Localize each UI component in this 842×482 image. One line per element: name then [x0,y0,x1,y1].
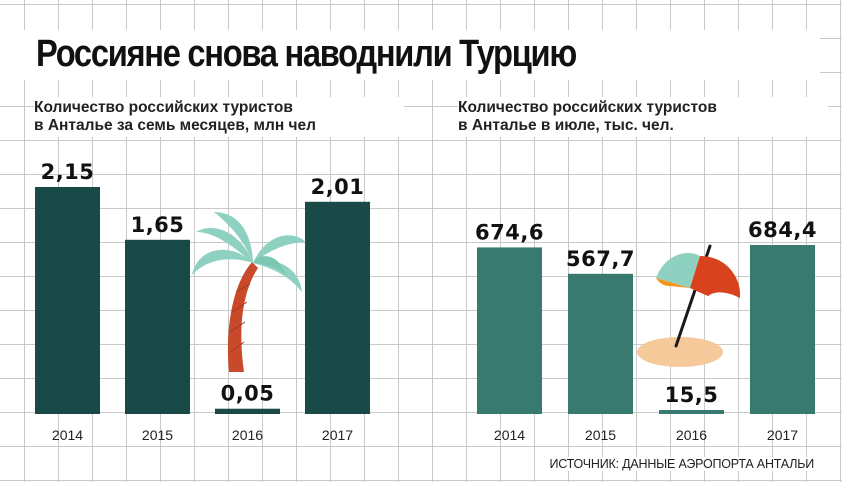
left-category-label-2017: 2017 [322,427,353,443]
left-category-label-2015: 2015 [142,427,173,443]
right-value-label-2017: 684,4 [748,218,817,242]
left-value-label-2017: 2,01 [311,175,365,199]
beach-umbrella-icon [637,246,740,367]
left-value-label-2014: 2,15 [41,160,95,184]
left-bar-2017 [305,202,370,414]
left-category-label-2014: 2014 [52,427,83,443]
left-bar-2014 [35,187,100,414]
left-value-label-2015: 1,65 [131,213,185,237]
left-bar-2015 [125,240,190,414]
right-value-label-2016: 15,5 [665,383,719,407]
right-bar-2017 [750,245,815,414]
right-category-label-2015: 2015 [585,427,616,443]
right-bar-2015 [568,274,633,414]
source-note: ИСТОЧНИК: ДАННЫЕ АЭРОПОРТА АНТАЛЬИ [547,457,816,471]
palm-tree-icon [192,212,306,372]
right-bar-chart: 674,6 2014 567,7 2015 15,5 2016 684,4 2017 [475,218,817,443]
right-bar-2014 [477,247,542,414]
right-value-label-2014: 674,6 [475,220,544,244]
right-category-label-2017: 2017 [767,427,798,443]
right-value-label-2015: 567,7 [566,247,635,271]
left-value-label-2016: 0,05 [221,382,275,406]
right-category-label-2016: 2016 [676,427,707,443]
left-bar-2016 [215,409,280,414]
left-category-label-2016: 2016 [232,427,263,443]
left-bar-chart: 2,15 2014 1,65 2015 0,05 2016 2,01 2017 [35,160,370,443]
right-category-label-2014: 2014 [494,427,525,443]
right-bar-2016 [659,410,724,414]
